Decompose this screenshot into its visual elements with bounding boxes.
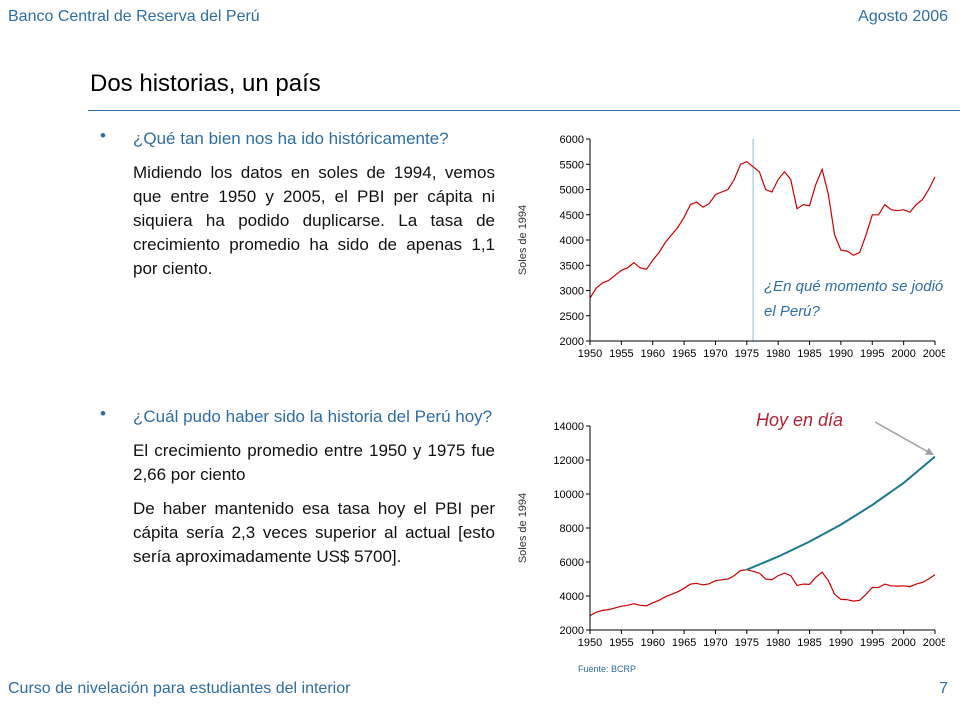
chart-2-xtick-label: 1970 <box>703 637 727 649</box>
chart-2-xtick-label: 1985 <box>797 637 821 649</box>
text-block-1: • ¿Qué tan bien nos ha ido históricament… <box>100 126 495 281</box>
chart-1-ytick-label: 5000 <box>560 185 584 197</box>
chart-2-series-0 <box>589 569 936 617</box>
chart-2-xtick-label: 1960 <box>640 637 664 649</box>
chart-1-xtick-label: 1960 <box>640 348 664 360</box>
chart-1-annotation: ¿En qué momento se jodió el Perú? <box>762 274 960 324</box>
chart-2-xtick-label: 1955 <box>609 637 633 649</box>
chart-2-ytick-label: 14000 <box>553 421 584 433</box>
chart-1-xtick-label: 2000 <box>891 348 915 360</box>
footer-course-title: Curso de nivelación para estudiantes del… <box>8 680 351 697</box>
header-date: Agosto 2006 <box>858 8 948 25</box>
chart-1-ytick-label: 2500 <box>560 311 584 323</box>
chart-1-xtick-label: 1985 <box>797 348 821 360</box>
title-divider <box>88 110 960 111</box>
question-2: ¿Cuál pudo haber sido la historia del Pe… <box>133 407 493 426</box>
chart-2-xtick-label: 1950 <box>578 637 602 649</box>
chart-2-xtick-label: 1975 <box>735 637 759 649</box>
paragraph-2-2: De haber mantenido esa tasa hoy el PBI p… <box>133 499 495 566</box>
chart-2-xtick-label: 1990 <box>829 637 853 649</box>
hoy-arrow <box>874 421 934 456</box>
chart-1-ytick-label: 6000 <box>560 134 584 146</box>
header-organization: Banco Central de Reserva del Perú <box>8 8 260 25</box>
chart-1-ytick-label: 3500 <box>560 260 584 272</box>
text-block-2: • ¿Cuál pudo haber sido la historia del … <box>100 404 495 569</box>
question-1: ¿Qué tan bien nos ha ido históricamente? <box>133 129 449 148</box>
chart-2-annotation: Hoy en día <box>756 410 844 430</box>
chart-1-xtick-label: 1975 <box>735 348 759 360</box>
chart-2-xtick-label: 1965 <box>672 637 696 649</box>
chart-1-xtick-label: 1965 <box>672 348 696 360</box>
chart-1-series-0 <box>589 161 936 299</box>
chart-2-ytick-label: 2000 <box>560 625 584 637</box>
chart-2-xtick-label: 1980 <box>766 637 790 649</box>
chart-1-xtick-label: 2005 <box>923 348 945 360</box>
chart-1-xtick-label: 1970 <box>703 348 727 360</box>
chart-2-ytick-label: 8000 <box>560 523 584 535</box>
chart-2-xtick-label: 2000 <box>891 637 915 649</box>
gdp-per-capita-chart: Soles de 1994 2000 2500 3000 3500 4000 4500 500… <box>517 134 945 360</box>
chart-2-ytick-label: 10000 <box>553 489 584 501</box>
chart-2-ytick-label: 12000 <box>553 455 584 467</box>
chart-source: Fuente: BCRP <box>578 664 637 674</box>
chart-2-ylabel: Soles de 1994 <box>517 493 529 563</box>
chart-1-xtick-label: 1995 <box>860 348 884 360</box>
slide-title: Dos historias, un país <box>90 70 321 97</box>
chart-2-ytick-label: 6000 <box>560 557 584 569</box>
chart-1-xtick-label: 1980 <box>766 348 790 360</box>
chart-1-ytick-label: 3000 <box>560 286 584 298</box>
chart-2-ytick-label: 4000 <box>560 591 584 603</box>
chart-1-xtick-label: 1955 <box>609 348 633 360</box>
paragraph-1-1: Midiendo los datos en soles de 1994, vem… <box>133 163 495 278</box>
chart-1-ylabel: Soles de 1994 <box>517 205 529 275</box>
chart-1-ytick-label: 5500 <box>560 159 584 171</box>
paragraph-2-1: El crecimiento promedio entre 1950 y 197… <box>133 441 495 484</box>
chart-1-ytick-label: 4000 <box>560 235 584 247</box>
chart-1-ytick-label: 4500 <box>560 210 584 222</box>
chart-2-xtick-label: 1995 <box>860 637 884 649</box>
chart-2-xtick-label: 2005 <box>923 637 945 649</box>
chart-1-xtick-label: 1990 <box>829 348 853 360</box>
bullet-icon: • <box>100 126 106 145</box>
potential-gdp-chart: Soles de 1994 2000 4000 6000 8000 10000 12000 1… <box>517 421 945 649</box>
chart-1-ytick-label: 2000 <box>560 336 584 348</box>
bullet-icon: • <box>100 404 106 423</box>
chart-1-xtick-label: 1950 <box>578 348 602 360</box>
chart-2-series-1 <box>746 455 936 571</box>
page-number: 7 <box>939 680 948 697</box>
